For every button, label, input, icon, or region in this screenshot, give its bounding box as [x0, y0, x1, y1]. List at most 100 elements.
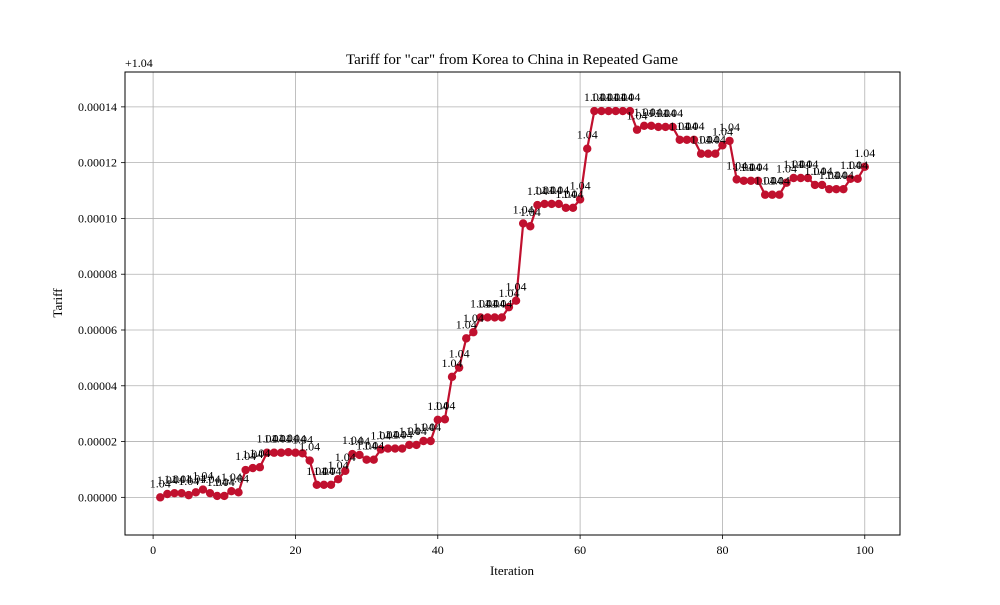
data-point — [632, 125, 642, 134]
data-point — [689, 135, 699, 144]
data-point — [319, 480, 329, 489]
data-label: 1.04 — [271, 432, 292, 446]
data-point — [590, 106, 599, 116]
data-point — [177, 488, 186, 498]
data-label: 1.04 — [755, 174, 776, 188]
data-label: 1.04 — [292, 432, 313, 446]
data-point — [362, 455, 371, 464]
data-point — [277, 448, 286, 457]
data-label: 1.04 — [392, 428, 413, 442]
data-point — [341, 466, 350, 476]
data-point — [305, 456, 314, 465]
data-point — [661, 122, 670, 132]
data-label: 1.04 — [150, 476, 171, 490]
data-label: 1.04 — [385, 428, 406, 442]
grid — [125, 72, 900, 535]
data-label: 1.04 — [313, 464, 334, 478]
data-label: 1.04 — [676, 119, 697, 133]
data-point — [824, 184, 834, 194]
data-label: 1.04 — [748, 160, 769, 174]
data-label: 1.04 — [192, 469, 213, 483]
data-point — [348, 449, 357, 459]
data-point — [184, 490, 193, 500]
data-point — [426, 436, 435, 446]
data-label: 1.04 — [598, 90, 619, 104]
data-label: 1.04 — [619, 90, 640, 104]
data-label: 1.04 — [790, 157, 811, 171]
data-point — [376, 445, 386, 454]
data-point — [775, 190, 784, 199]
data-label: 1.04 — [648, 106, 669, 120]
data-point — [810, 180, 820, 190]
x-tick-label: 80 — [716, 543, 728, 557]
data-point — [561, 203, 571, 213]
data-label: 1.04 — [356, 439, 377, 453]
y-axis-title: Tariff — [50, 288, 65, 318]
data-label: 1.04 — [420, 420, 441, 434]
data-label: 1.04 — [256, 432, 277, 446]
data-label: 1.04 — [534, 183, 555, 197]
data-label: 1.04 — [299, 440, 320, 454]
data-label: 1.04 — [627, 109, 648, 123]
data-label: 1.04 — [185, 471, 206, 485]
data-point — [647, 121, 656, 131]
data-label: 1.04 — [363, 439, 384, 453]
data-label: 1.04 — [442, 356, 463, 370]
data-label: 1.04 — [527, 184, 548, 198]
data-point — [725, 136, 734, 146]
data-point — [704, 149, 713, 158]
data-point — [782, 178, 791, 187]
data-label: 1.04 — [683, 119, 704, 133]
data-point — [433, 415, 442, 425]
data-point — [191, 488, 201, 497]
data-label: 1.04 — [207, 475, 228, 489]
y-tick-label: 0.00008 — [78, 267, 117, 281]
data-label: 1.04 — [235, 449, 256, 463]
data-point — [540, 199, 549, 209]
data-point — [269, 448, 279, 457]
data-point — [682, 135, 692, 144]
data-label: 1.04 — [427, 399, 448, 413]
data-point — [462, 334, 471, 343]
data-point — [298, 449, 307, 458]
data-point — [383, 444, 393, 453]
data-label: 1.04 — [577, 128, 598, 142]
data-label: 1.04 — [584, 90, 605, 104]
data-point — [248, 463, 257, 473]
data-label: 1.04 — [399, 424, 420, 438]
data-point — [618, 106, 628, 116]
data-label: 1.04 — [249, 446, 270, 460]
data-point — [625, 106, 635, 116]
data-point — [390, 444, 400, 453]
data-label: 1.04 — [520, 205, 541, 219]
data-point — [768, 190, 777, 199]
data-label: 1.04 — [264, 432, 285, 446]
series-layer — [156, 106, 869, 502]
data-point — [469, 328, 478, 337]
data-point — [639, 121, 649, 131]
data-point — [227, 487, 236, 496]
data-point — [547, 199, 556, 209]
data-point — [483, 313, 492, 322]
data-label: 1.04 — [178, 474, 199, 488]
y-tick-label: 0.00000 — [78, 490, 117, 504]
data-point — [789, 173, 798, 183]
data-point — [696, 149, 706, 158]
data-label: 1.04 — [812, 164, 833, 178]
data-label: 1.04 — [819, 168, 840, 182]
data-label: 1.04 — [591, 90, 612, 104]
data-point — [675, 135, 684, 144]
data-label: 1.04 — [641, 105, 662, 119]
data-point — [170, 488, 179, 498]
data-label: 1.04 — [541, 183, 562, 197]
data-point — [284, 447, 293, 457]
x-axis-title: Iteration — [490, 563, 535, 578]
data-point — [732, 175, 741, 184]
data-label: 1.04 — [783, 157, 804, 171]
data-point — [511, 296, 521, 305]
data-point — [575, 195, 585, 204]
data-label: 1.04 — [491, 296, 512, 310]
data-point — [654, 122, 663, 132]
point-labels: 1.041.041.041.041.041.041.041.041.041.04… — [150, 90, 876, 490]
